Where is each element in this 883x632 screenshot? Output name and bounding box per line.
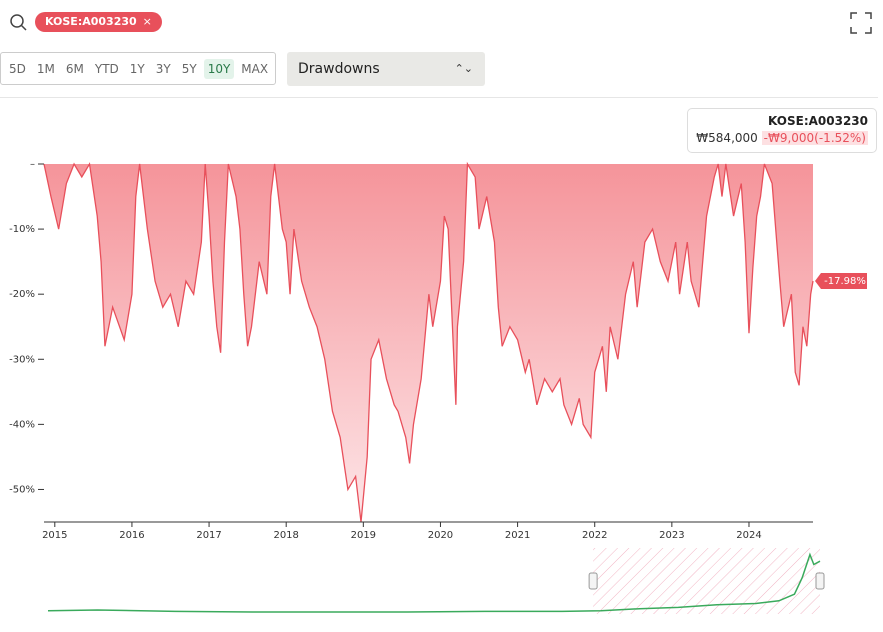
current-badge [815, 273, 867, 290]
x-tick-label: 2023 [659, 530, 684, 541]
navigator-line [47, 552, 821, 613]
range-button[interactable]: 3Y [155, 61, 171, 76]
tooltip-price: ₩584,000 [696, 131, 758, 145]
x-tick-label: 2022 [582, 530, 607, 541]
tooltip-change: -₩9,000(-1.52%) [761, 131, 868, 145]
drawdown-area [44, 164, 813, 522]
range-button[interactable]: 5Y [181, 61, 197, 76]
range-button[interactable]: 1M [36, 61, 55, 76]
x-tick-label: 2017 [196, 530, 221, 541]
ticker: KOSE:A003230 [45, 15, 137, 28]
y-tick-label: -10% [9, 224, 35, 235]
close[interactable]: × [142, 15, 152, 28]
view: Drawdowns [298, 61, 380, 77]
ticker-chip[interactable]: KOSE:A003230 × [35, 12, 162, 32]
fullscreen-icon[interactable] [850, 12, 872, 34]
search-icon-handle [20, 24, 27, 31]
x-tick-label: 2016 [119, 530, 144, 541]
x-tick-label: 2020 [428, 530, 453, 541]
navigator-handle[interactable] [815, 572, 825, 590]
range-button[interactable]: 6M [65, 61, 84, 76]
y-tick-label: -30% [9, 354, 35, 365]
x-tick-label: 2024 [736, 530, 761, 541]
x-tick-label: 2015 [42, 530, 67, 541]
tooltip: KOSE:A003230 ₩584,000 -₩9,000(-1.52%) [687, 108, 877, 153]
y-tick-label: -20% [9, 289, 35, 300]
range-button[interactable]: 10Y [203, 58, 235, 79]
range-button[interactable]: MAX [241, 61, 269, 76]
tooltip-ticker: KOSE:A003230 [768, 114, 868, 128]
x-tick-label: 2021 [505, 530, 530, 541]
current-label: -17.98% [824, 276, 866, 287]
range-button[interactable]: 5D [9, 61, 26, 76]
range-button[interactable]: YTD [94, 61, 119, 76]
search-icon[interactable] [10, 14, 24, 28]
navigator-handle[interactable] [588, 572, 598, 590]
select-arrow: ⌃⌄ [454, 62, 473, 75]
drawdown-line [43, 161, 814, 523]
divider [0, 97, 878, 98]
range-button[interactable]: 1Y [129, 61, 145, 76]
x-tick-label: 2019 [351, 530, 376, 541]
view-select[interactable]: Drawdowns ⌃⌄ [287, 52, 485, 86]
y-tick-label: – [30, 159, 35, 170]
navigator-selection [593, 548, 820, 614]
y-tick-label: -40% [9, 419, 35, 430]
range-selector: 5D 1M 6M YTD 1Y 3Y 5Y 10Y MAX [0, 52, 276, 85]
x-tick-label: 2018 [273, 530, 298, 541]
y-tick-label: -50% [9, 484, 35, 495]
